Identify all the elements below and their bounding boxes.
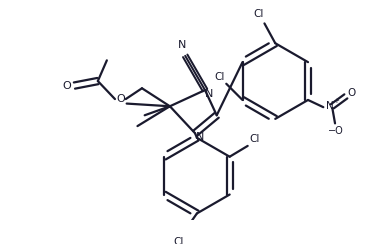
Text: O: O <box>116 94 125 104</box>
Text: Cl: Cl <box>254 10 264 20</box>
Text: Cl: Cl <box>174 237 184 244</box>
Text: N: N <box>177 40 186 50</box>
Text: O: O <box>347 88 355 98</box>
Text: Cl: Cl <box>250 134 260 144</box>
Text: N: N <box>326 101 334 111</box>
Text: O: O <box>63 81 71 91</box>
Text: −O: −O <box>328 126 344 136</box>
Text: N: N <box>205 89 214 99</box>
Text: +: + <box>333 98 339 104</box>
Text: N: N <box>196 132 204 142</box>
Text: Cl: Cl <box>214 71 224 81</box>
